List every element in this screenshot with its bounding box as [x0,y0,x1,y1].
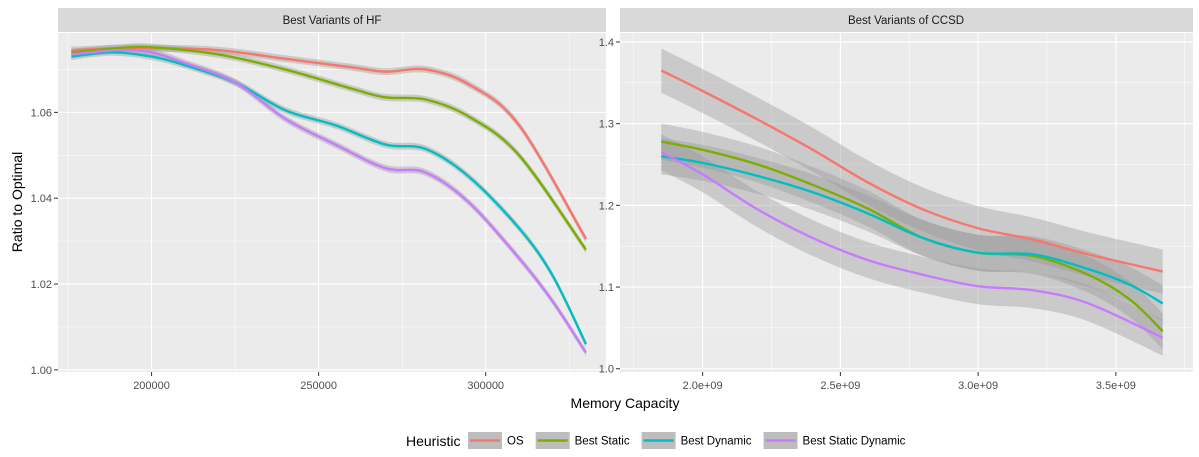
panel-hf-x-tick-label: 200000 [133,380,170,392]
panel-ccsd-band-best-static [661,123,1163,350]
panel-ccsd-line-os [660,69,1163,273]
legend-label-os: OS [507,436,524,448]
panel-ccsd-axes: 2.0e+09 2.5e+09 3.0e+09 3.5e+09 1.0 1.1 1.2 1.3… [599,37,1136,392]
legend: Heuristic OS Best Static Best Dynamic Best … [406,432,906,449]
panel-hf-line-best-static-dynamic [71,48,587,354]
panel-ccsd: Best Variants of CCSD 2.0e+09 2.5e+09 3.0e… [599,8,1193,392]
panel-ccsd-y-tick-label: 1.0 [599,364,614,376]
panel-hf-x-tick-label: 300000 [467,380,504,392]
panel-ccsd-x-tick-label: 3.0e+09 [958,380,998,392]
panel-ccsd-band-best-static-dynamic [661,134,1163,356]
panel-hf-axes: 200000 250000 300000 1.00 1.02 1.04 1.06 [31,107,504,392]
legend-label-best-static: Best Static [575,436,630,448]
legend-label-best-static-dynamic: Best Static Dynamic [803,436,906,448]
panel-ccsd-x-tick-label: 2.0e+09 [683,380,723,392]
panel-ccsd-line-best-dynamic [661,155,1164,305]
panel-ccsd-y-tick-label: 1.2 [599,200,614,212]
panel-ccsd-line-best-static-dynamic [660,151,1164,339]
panel-ccsd-y-tick-label: 1.1 [599,282,614,294]
panel-ccsd-strip [620,8,1193,32]
panel-ccsd-y-tick-label: 1.4 [599,37,614,49]
panel-ccsd-title: Best Variants of CCSD [848,15,964,27]
panel-hf-y-tick-label: 1.04 [31,193,52,205]
legend-label-best-dynamic: Best Dynamic [681,436,752,448]
legend-items: OS Best Static Best Dynamic Best Static Dyn… [468,432,906,449]
y-axis-title: Ratio to Optimal [9,152,25,252]
panel-hf-x-tick-label: 250000 [300,380,337,392]
legend-title: Heuristic [406,433,460,449]
panel-hf-line-best-dynamic [71,51,588,345]
panel-hf-series [71,43,588,357]
panel-hf-grid [58,33,606,372]
panel-ccsd-x-tick-label: 2.5e+09 [820,380,860,392]
panel-hf-band-best-static [71,43,586,254]
panel-hf-strip [58,8,606,32]
panel-hf-y-tick-label: 1.06 [31,107,52,119]
panel-hf: Best Variants of HF 200000 250000 300000 1.… [31,8,606,392]
panel-hf-line-best-static [71,45,587,251]
panel-ccsd-x-tick-label: 3.5e+09 [1096,380,1136,392]
panel-hf-title: Best Variants of HF [283,15,382,27]
panel-hf-plot-area [58,33,606,372]
panel-ccsd-y-tick-label: 1.3 [599,119,614,131]
panel-hf-y-tick-label: 1.00 [31,365,52,377]
x-axis-title: Memory Capacity [571,395,680,411]
panel-ccsd-band-os [661,48,1163,294]
panel-ccsd-series [660,48,1164,356]
panel-hf-y-tick-label: 1.02 [31,279,52,291]
